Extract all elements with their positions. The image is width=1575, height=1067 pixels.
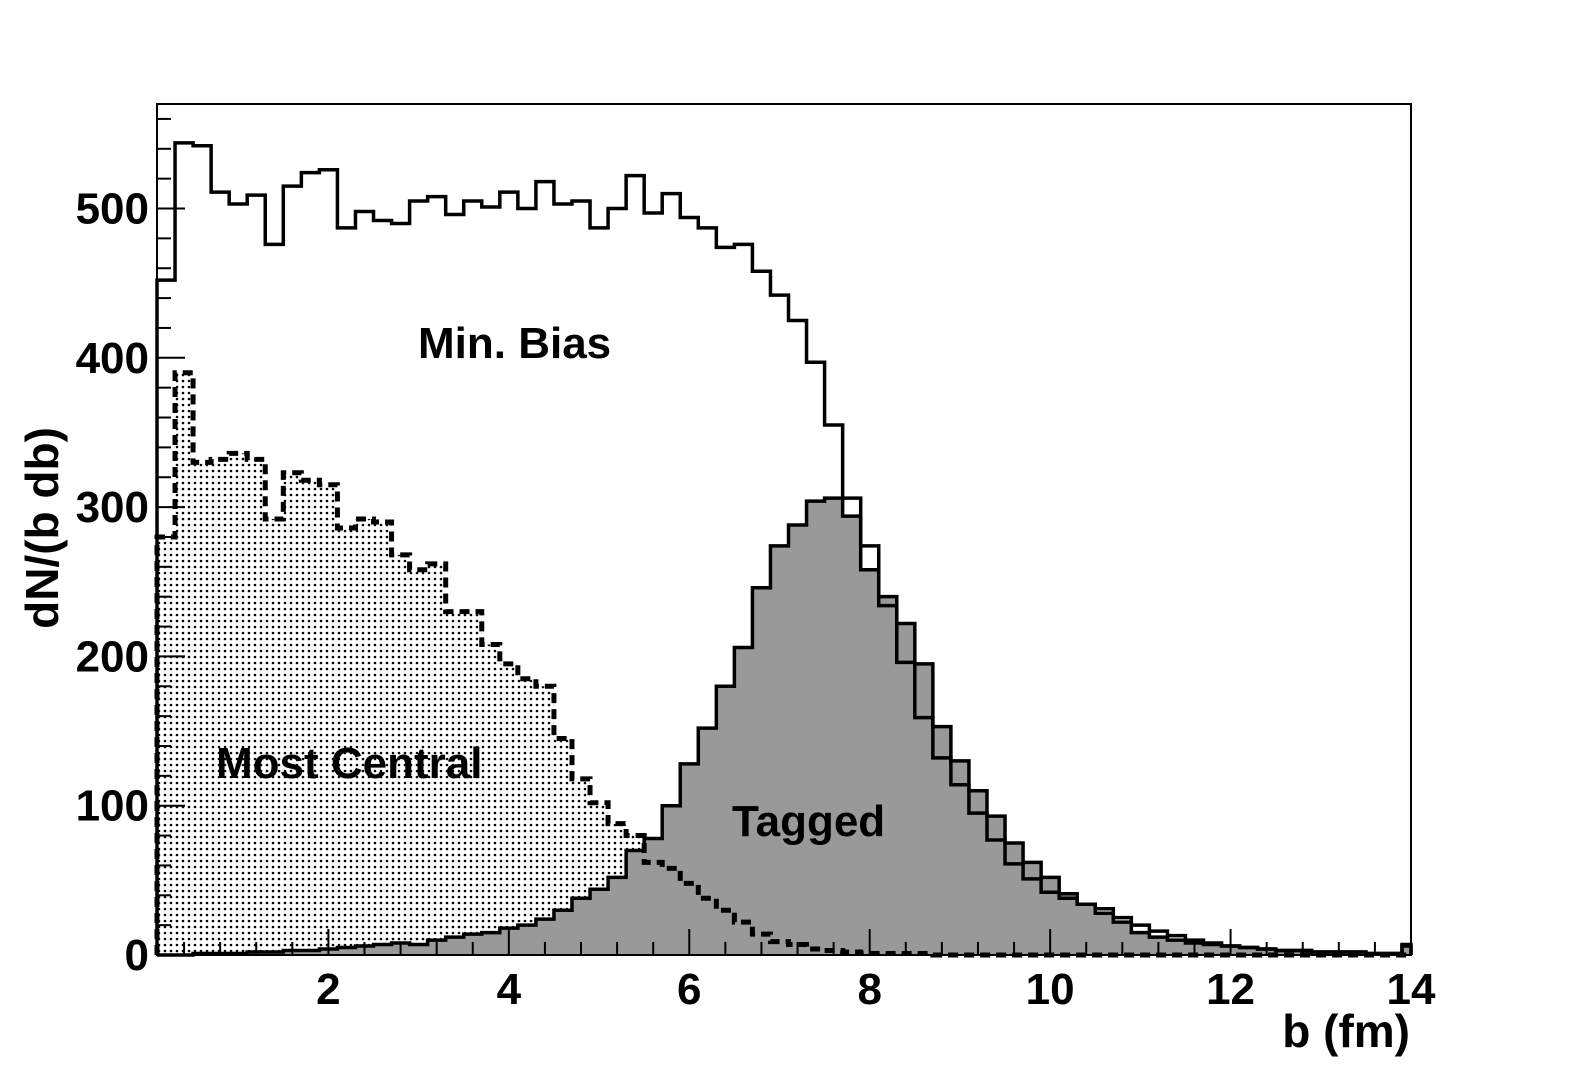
y-tick-label: 200 [76, 632, 149, 681]
most-central-label: Most Central [216, 739, 482, 788]
tagged-series-line [157, 496, 1413, 957]
x-axis-title: b (fm) [1282, 1005, 1410, 1057]
tagged-label: Tagged [732, 797, 885, 846]
most-central-series-line [154, 370, 1411, 958]
y-tick-label: 300 [76, 483, 149, 532]
x-tick-label: 14 [1387, 965, 1436, 1014]
x-tick-label: 12 [1206, 965, 1255, 1014]
y-tick-label: 400 [76, 334, 149, 383]
y-tick-label: 0 [125, 931, 149, 980]
histogram-outlines [154, 141, 1413, 958]
axis-tick-labels: 2 4 6 8 10 12 14 0 100 200 300 400 500 [76, 185, 1436, 1014]
y-tick-label: 100 [76, 782, 149, 831]
x-tick-label: 4 [497, 965, 522, 1014]
x-tick-label: 6 [677, 965, 701, 1014]
min-bias-series-line [155, 141, 1413, 956]
tagged-area [157, 498, 1411, 955]
min-bias-label: Min. Bias [418, 319, 611, 368]
axis-ticks [157, 117, 1412, 956]
x-tick-label: 10 [1026, 965, 1075, 1014]
most-central-area [157, 372, 1411, 956]
y-axis-title: dN/(b db) [16, 427, 68, 629]
histogram-fills [157, 372, 1411, 956]
x-tick-label: 8 [857, 965, 881, 1014]
y-tick-label: 500 [76, 185, 149, 234]
plot-frame [156, 103, 1412, 956]
x-tick-label: 2 [316, 965, 340, 1014]
